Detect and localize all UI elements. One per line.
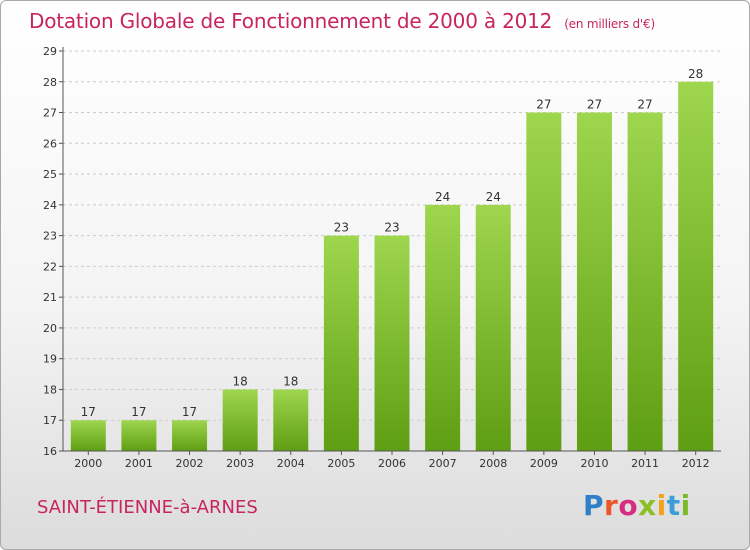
bars: 17 17 17 18 18 23 23 24 24 27 27 27 28: [70, 67, 714, 452]
unit-label: (en milliers d'€): [564, 17, 655, 31]
y-tick-label: 21: [43, 291, 57, 304]
x-tick-label: 2003: [226, 457, 254, 470]
bar: [526, 112, 562, 452]
x-tick-label: 2008: [479, 457, 507, 470]
data-label: 17: [81, 405, 96, 419]
bar: [172, 420, 208, 451]
bar: [273, 389, 309, 451]
bar: [475, 204, 511, 451]
data-label: 18: [283, 374, 298, 388]
y-tick-label: 23: [43, 230, 57, 243]
x-tick-label: 2009: [530, 457, 558, 470]
bar: [425, 204, 461, 451]
y-tick-label: 16: [43, 445, 57, 458]
y-tick-label: 28: [43, 76, 57, 89]
x-tick-label: 2012: [682, 457, 710, 470]
data-label: 24: [435, 190, 450, 204]
bar: [627, 112, 663, 452]
y-tick-label: 17: [43, 414, 57, 427]
bar: [576, 112, 612, 452]
data-label: 18: [233, 374, 248, 388]
data-label: 17: [131, 405, 146, 419]
logo-letter: P: [583, 489, 605, 522]
y-tick-label: 22: [43, 260, 57, 273]
x-tick-label: 2000: [74, 457, 102, 470]
bar: [374, 235, 410, 451]
bar: [678, 81, 714, 452]
y-tick-label: 29: [43, 45, 57, 58]
y-tick-label: 27: [43, 107, 57, 120]
bar: [70, 420, 106, 451]
title-text: Dotation Globale de Fonctionnement de 20…: [29, 9, 553, 33]
y-tick-label: 26: [43, 137, 57, 150]
data-label: 23: [334, 221, 349, 235]
bar: [222, 389, 258, 451]
logo-letter: x: [638, 489, 657, 522]
commune-name: SAINT-ÉTIENNE-à-ARNES: [37, 497, 258, 518]
logo-letter: o: [618, 489, 639, 522]
x-tick-label: 2010: [580, 457, 608, 470]
x-tick-label: 2007: [429, 457, 457, 470]
y-axis: 16 17 18 19 20 21 22 23 24 25 26 27 28 29: [43, 45, 64, 458]
data-label: 17: [182, 405, 197, 419]
bar: [323, 235, 359, 451]
x-tick-label: 2011: [631, 457, 659, 470]
data-label: 24: [486, 190, 501, 204]
y-tick-label: 25: [43, 168, 57, 181]
data-label: 28: [688, 67, 703, 81]
logo-letter: i: [656, 489, 667, 522]
logo-letter: i: [680, 489, 691, 522]
proxiti-logo: Proxiti: [583, 489, 691, 522]
y-tick-label: 20: [43, 322, 57, 335]
x-tick-label: 2004: [277, 457, 305, 470]
data-label: 27: [587, 98, 602, 112]
logo-letter: r: [604, 489, 619, 522]
y-tick-label: 19: [43, 353, 57, 366]
x-tick-label: 2001: [125, 457, 153, 470]
bar: [121, 420, 157, 451]
y-tick-label: 24: [43, 199, 57, 212]
x-tick-label: 2002: [176, 457, 204, 470]
x-tick-label: 2006: [378, 457, 406, 470]
data-label: 27: [536, 98, 551, 112]
data-label: 27: [637, 98, 652, 112]
chart-title: Dotation Globale de Fonctionnement de 20…: [29, 9, 655, 33]
y-tick-label: 18: [43, 383, 57, 396]
x-tick-label: 2005: [327, 457, 355, 470]
logo-letter: t: [666, 489, 681, 522]
x-axis: 2000 2001 2002 2003 2004 2005 2006 2007 2008 2009…: [63, 450, 721, 470]
data-label: 23: [384, 221, 399, 235]
